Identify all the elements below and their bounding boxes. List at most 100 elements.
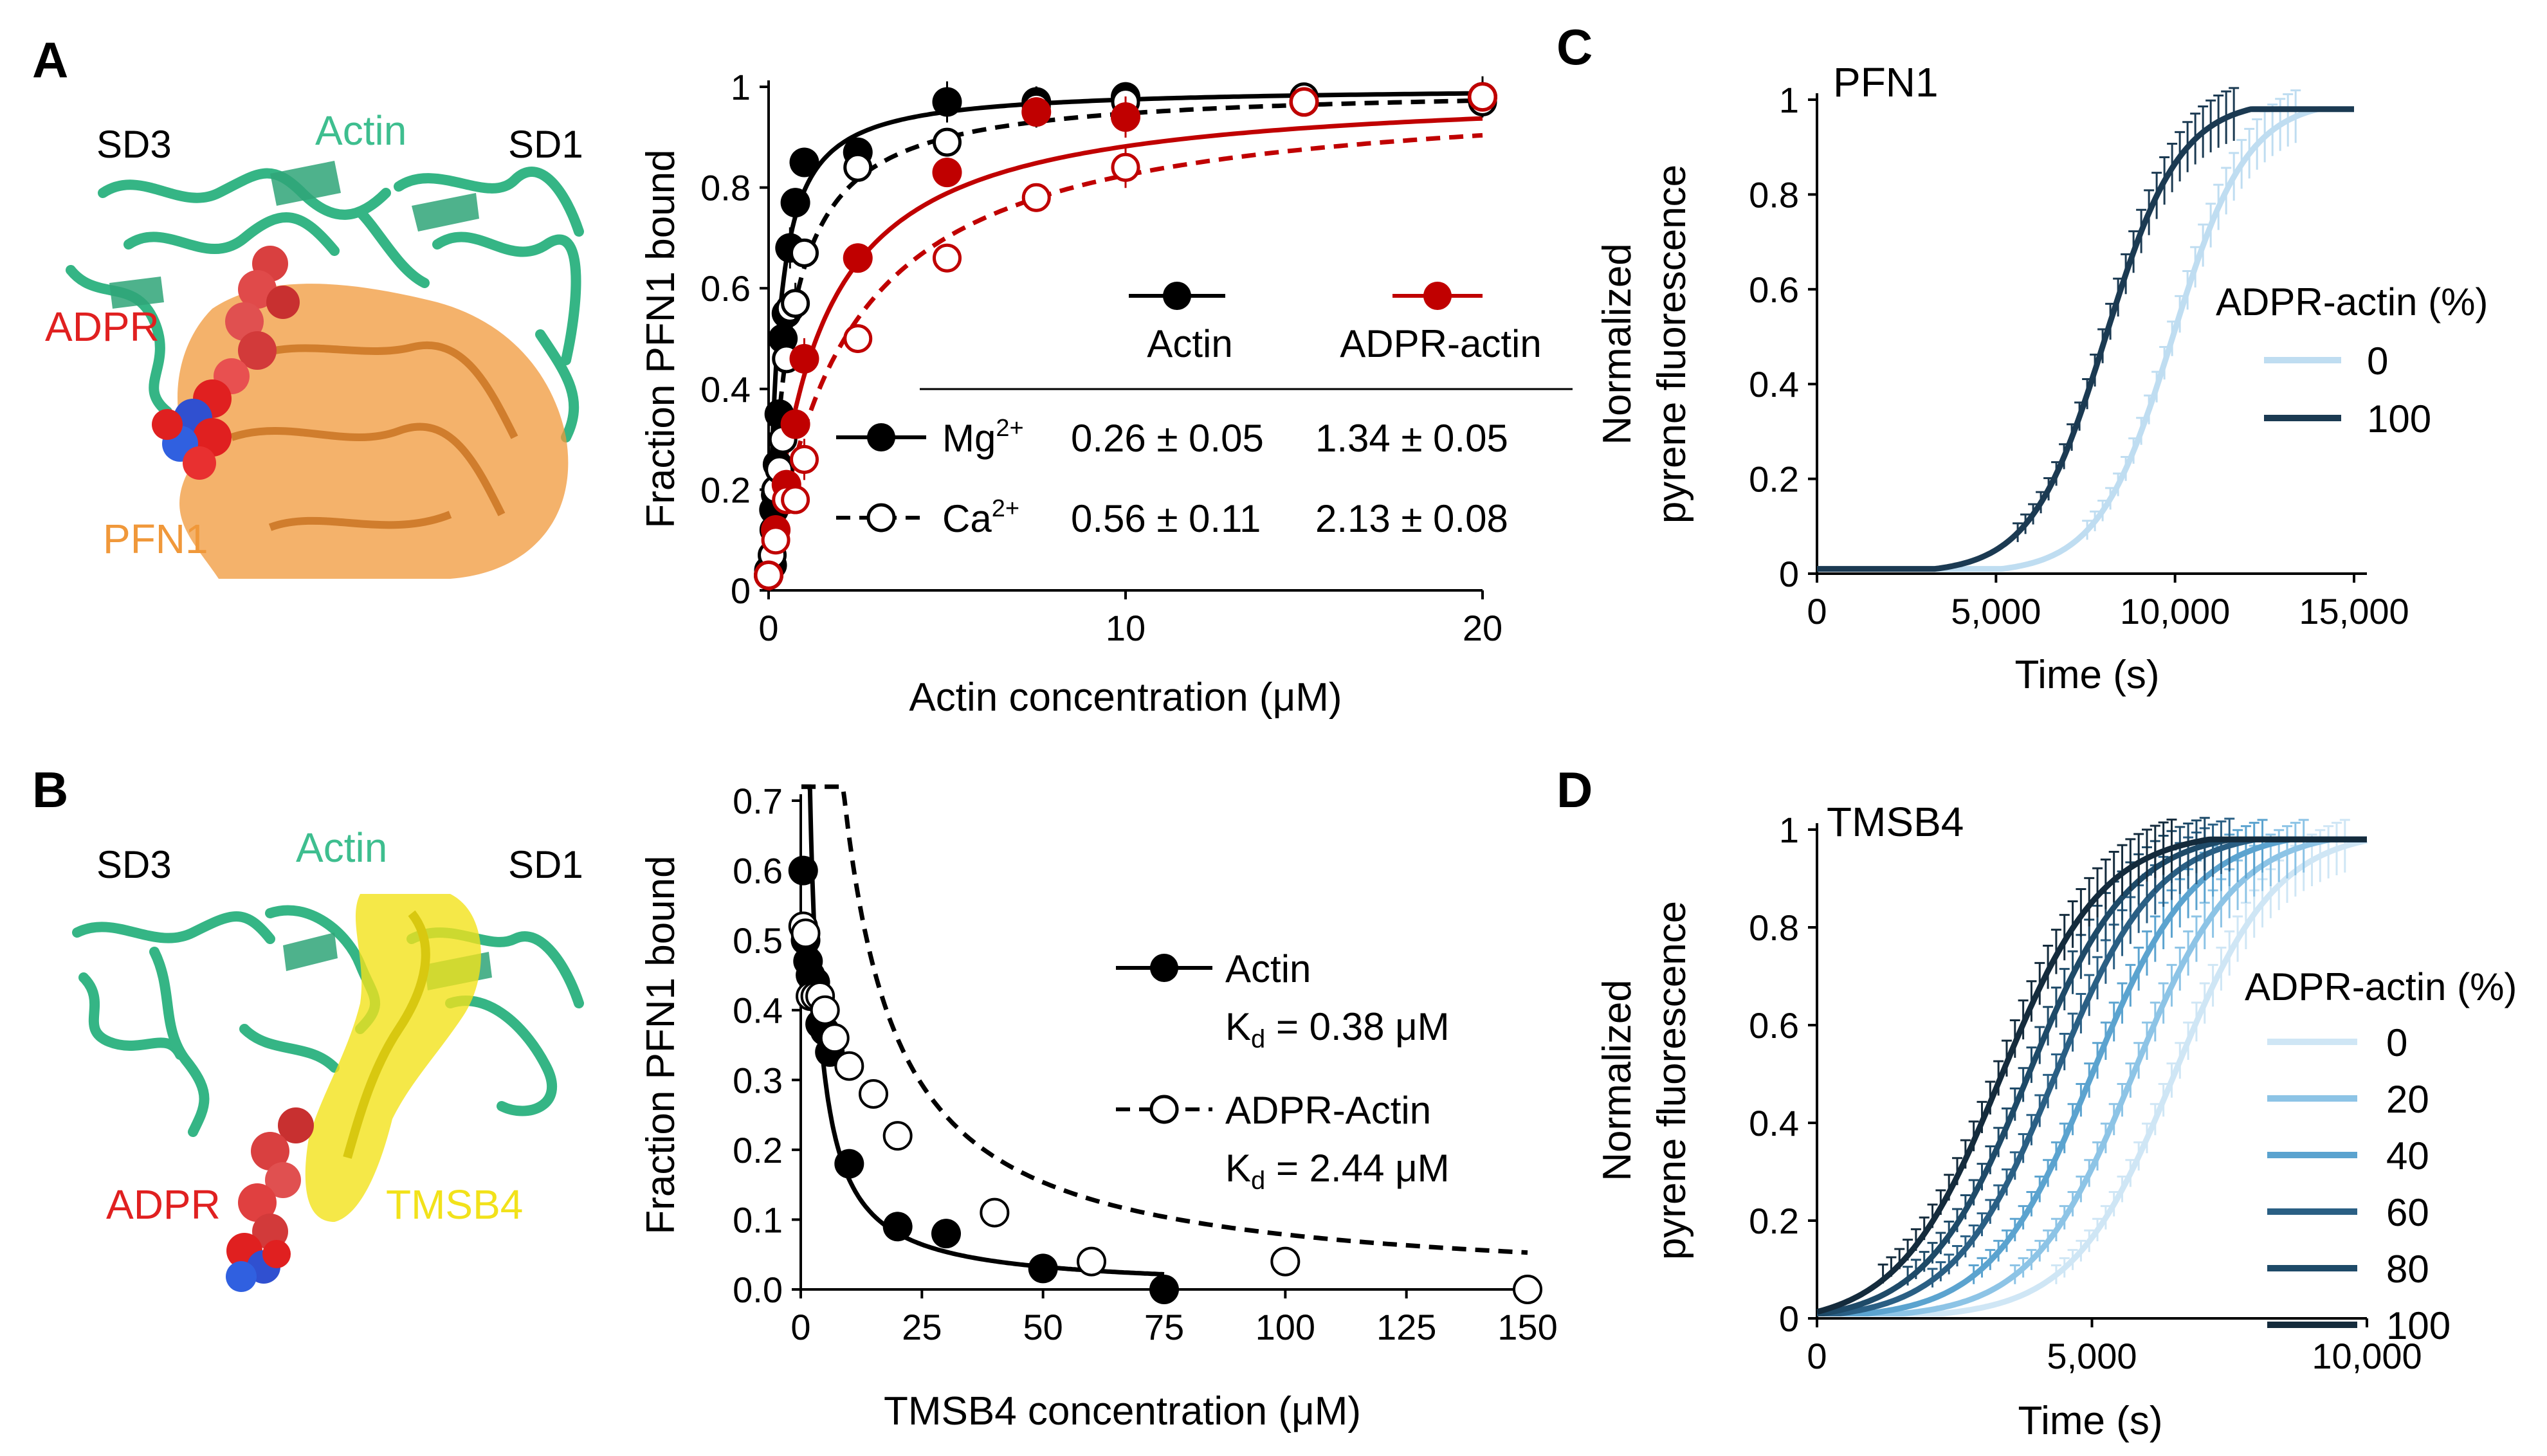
actin-sheets-a bbox=[109, 161, 479, 309]
chart-c-ytick-label: 0.6 bbox=[1749, 269, 1799, 310]
chart-b-point-open bbox=[810, 995, 840, 1025]
chart-a-point-filled bbox=[789, 343, 819, 374]
chart-a-ytick-label: 1 bbox=[731, 67, 751, 107]
actin-ribbon-a bbox=[66, 167, 584, 442]
adpr-spheres-b bbox=[226, 1107, 314, 1292]
chart-b-xtick-label: 75 bbox=[1144, 1307, 1184, 1347]
kd-col-actin: Actin bbox=[1147, 322, 1232, 365]
chart-a-ytick-label: 0 bbox=[731, 570, 751, 611]
kd-ion-ca: Ca bbox=[942, 497, 992, 540]
chart-b-ytick-label: 0.0 bbox=[733, 1269, 783, 1310]
chart-a-point-filled bbox=[1021, 97, 1052, 127]
chart-d-legend-title: ADPR-actin (%) bbox=[2245, 965, 2517, 1008]
legend-marker-mg bbox=[867, 423, 895, 451]
chart-b-point-open bbox=[882, 1121, 913, 1151]
legend-b: Actin Kd = 0.38 μM ADPR-Actin Kd = 2.44 … bbox=[1116, 947, 1450, 1195]
panel-label-d: D bbox=[1556, 761, 1593, 818]
chart-b-point-open bbox=[1077, 1246, 1106, 1277]
chart-b-ytick-label: 0.5 bbox=[733, 920, 783, 961]
chart-b-point-filled bbox=[1149, 1275, 1179, 1304]
chart-a-point-open bbox=[1021, 183, 1051, 212]
structure-a: SD3 Actin SD1 ADPR PFN1 bbox=[45, 107, 595, 579]
kd-row-mg: Mg2+ bbox=[942, 415, 1024, 460]
chart-d-xtick-label: 10,000 bbox=[2312, 1336, 2422, 1376]
legend-b-adpr-kd-sub: d bbox=[1251, 1167, 1265, 1195]
chart-d-ytick-label: 1 bbox=[1779, 810, 1799, 850]
chart-b-point-open bbox=[859, 1079, 888, 1109]
chart-b-point-filled bbox=[788, 855, 818, 886]
chart-a-ytick-label: 0.4 bbox=[700, 369, 751, 410]
legend-marker-ca bbox=[866, 503, 896, 532]
chart-b-ytick-label: 0.7 bbox=[733, 781, 783, 821]
chart-a-xtick-label: 10 bbox=[1106, 608, 1146, 648]
chart-d-ytick-label: 0.8 bbox=[1749, 907, 1799, 948]
chart-b-fit-curve bbox=[801, 784, 1165, 1277]
chart-c-title: PFN1 bbox=[1833, 59, 1939, 105]
chart-b-xtick-label: 50 bbox=[1023, 1307, 1063, 1347]
legend-b-adpr-kd-value: = 2.44 μM bbox=[1265, 1147, 1449, 1190]
chart-d: 0 5,000 10,000 0 0.2 0.4 0.6 0.8 1 TMSB4 Time (s… bbox=[1595, 799, 2517, 1443]
chart-d-legend: 0 20 40 60 80 100 bbox=[2267, 1021, 2451, 1347]
chart-d-legend-label: 100 bbox=[2386, 1304, 2451, 1347]
chart-d-ylabel-line2: pyrene fluorescence bbox=[1650, 901, 1694, 1260]
legend-marker-actin bbox=[1163, 282, 1191, 310]
kd-ca-adpr: 2.13 ± 0.08 bbox=[1315, 497, 1508, 540]
chart-d-legend-label: 80 bbox=[2386, 1248, 2429, 1291]
legend-marker-b-adpr bbox=[1149, 1095, 1179, 1124]
chart-b-point-filled bbox=[834, 1149, 864, 1179]
legend-marker-adpr bbox=[1423, 282, 1452, 310]
chart-b-ytick-label: 0.3 bbox=[733, 1060, 783, 1100]
chart-a-point-open bbox=[933, 243, 962, 273]
chart-b-point-filled bbox=[931, 1219, 961, 1249]
chart-a-point-open bbox=[790, 238, 819, 268]
chart-a-point-open bbox=[843, 152, 873, 182]
chart-c-ytick-label: 0.2 bbox=[1749, 459, 1799, 500]
adpr-label-a: ADPR bbox=[45, 304, 160, 350]
chart-c-ytick-label: 0 bbox=[1779, 554, 1799, 594]
chart-a-points bbox=[754, 76, 1497, 590]
chart-a-point-filled bbox=[780, 409, 810, 439]
chart-b-ytick-label: 0.6 bbox=[733, 851, 783, 891]
legend-b-actin: Actin bbox=[1225, 947, 1311, 990]
chart-b-point-filled bbox=[1028, 1253, 1058, 1284]
chart-c-axes: 0 5,000 10,000 15,000 0 0.2 0.4 0.6 0.8 1 bbox=[1749, 80, 2409, 632]
chart-c-ylabel-line2: pyrene fluorescence bbox=[1650, 165, 1694, 523]
sd3-label-a: SD3 bbox=[96, 123, 172, 166]
chart-b-ylabel: Fraction PFN1 bound bbox=[639, 855, 683, 1234]
chart-c-legend-label: 100 bbox=[2367, 397, 2431, 441]
tmsb4-helix-b bbox=[343, 910, 430, 1159]
chart-b-ytick-label: 0.2 bbox=[733, 1130, 783, 1170]
chart-a-point-open bbox=[1111, 152, 1140, 182]
chart-c: 0 5,000 10,000 15,000 0 0.2 0.4 0.6 0.8 1 PFN1 Ti… bbox=[1595, 59, 2488, 697]
chart-a-point-open bbox=[933, 127, 962, 157]
chart-b-xtick-label: 25 bbox=[902, 1307, 942, 1347]
chart-b-xlabel: TMSB4 concentration (μM) bbox=[884, 1389, 1361, 1433]
chart-b-fit-curve bbox=[801, 784, 1528, 1255]
panel-label-a: A bbox=[32, 32, 68, 88]
chart-a-point-open bbox=[1468, 82, 1497, 112]
chart-b-axes: 0 25 50 75 100 125 150 0.0 0.1 0.2 0.3 0.4 0.5 0.6 0.7 bbox=[733, 781, 1558, 1347]
chart-c-legend-label: 0 bbox=[2367, 340, 2388, 383]
chart-c-legend-title: ADPR-actin (%) bbox=[2216, 280, 2488, 323]
chart-a-fit-curve bbox=[766, 132, 1483, 591]
chart-a-point-filled bbox=[780, 188, 810, 218]
kd-sup-ca: 2+ bbox=[992, 495, 1019, 522]
kd-mg-adpr: 1.34 ± 0.05 bbox=[1315, 417, 1508, 460]
panel-label-b: B bbox=[32, 761, 68, 818]
legend-b-actin-kd-value: = 0.38 μM bbox=[1265, 1005, 1449, 1048]
chart-c-ytick-label: 0.4 bbox=[1749, 364, 1799, 405]
pfn1-ribbon-a bbox=[230, 341, 518, 531]
kd-ca-actin: 0.56 ± 0.11 bbox=[1071, 497, 1261, 540]
legend-b-adpr: ADPR-Actin bbox=[1225, 1089, 1431, 1132]
chart-a-point-open bbox=[781, 289, 810, 318]
kd-table-a: Actin ADPR-actin Mg2+ 0.26 ± 0.05 1.34 ±… bbox=[836, 282, 1573, 540]
legend-b-adpr-kd-label: K bbox=[1225, 1147, 1251, 1190]
chart-c-ylabel: Normalized bbox=[1595, 243, 1639, 445]
chart-a-point-open bbox=[754, 561, 783, 590]
kd-ion-mg: Mg bbox=[942, 417, 996, 460]
chart-b-point-open bbox=[790, 918, 821, 949]
chart-a-point-filled bbox=[932, 158, 962, 188]
chart-d-title: TMSB4 bbox=[1827, 799, 1964, 845]
